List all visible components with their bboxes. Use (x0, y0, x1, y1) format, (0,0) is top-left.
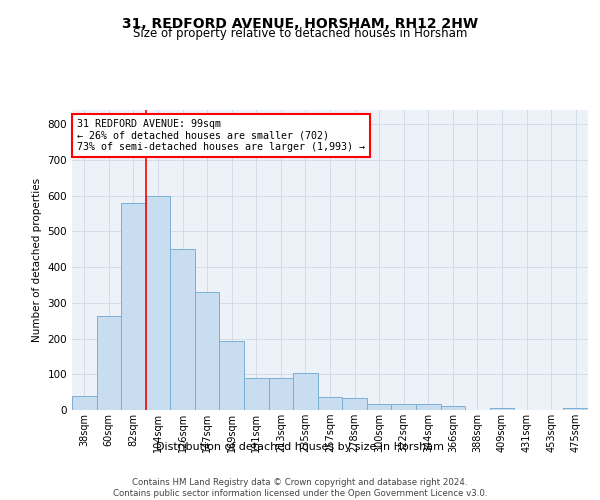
Bar (416, 404, 440, 410)
Bar (170, 250, 195, 410)
Bar (342, 398, 367, 410)
Text: 31, REDFORD AVENUE, HORSHAM, RH12 2HW: 31, REDFORD AVENUE, HORSHAM, RH12 2HW (122, 18, 478, 32)
Bar (244, 378, 269, 410)
Bar (146, 196, 170, 410)
Bar (563, 408, 588, 410)
Y-axis label: Number of detached properties: Number of detached properties (32, 178, 42, 342)
Bar (440, 406, 465, 410)
Bar (195, 292, 220, 410)
Bar (269, 378, 293, 410)
Bar (72, 396, 97, 410)
Text: Size of property relative to detached houses in Horsham: Size of property relative to detached ho… (133, 28, 467, 40)
Bar (97, 316, 121, 410)
Bar (391, 404, 416, 410)
Bar (318, 397, 342, 410)
Bar (220, 341, 244, 410)
Text: 31 REDFORD AVENUE: 99sqm
← 26% of detached houses are smaller (702)
73% of semi-: 31 REDFORD AVENUE: 99sqm ← 26% of detach… (77, 119, 365, 152)
Bar (121, 202, 146, 410)
Text: Distribution of detached houses by size in Horsham: Distribution of detached houses by size … (156, 442, 444, 452)
Bar (490, 408, 514, 410)
Text: Contains HM Land Registry data © Crown copyright and database right 2024.
Contai: Contains HM Land Registry data © Crown c… (113, 478, 487, 498)
Bar (367, 404, 391, 410)
Bar (293, 372, 318, 410)
